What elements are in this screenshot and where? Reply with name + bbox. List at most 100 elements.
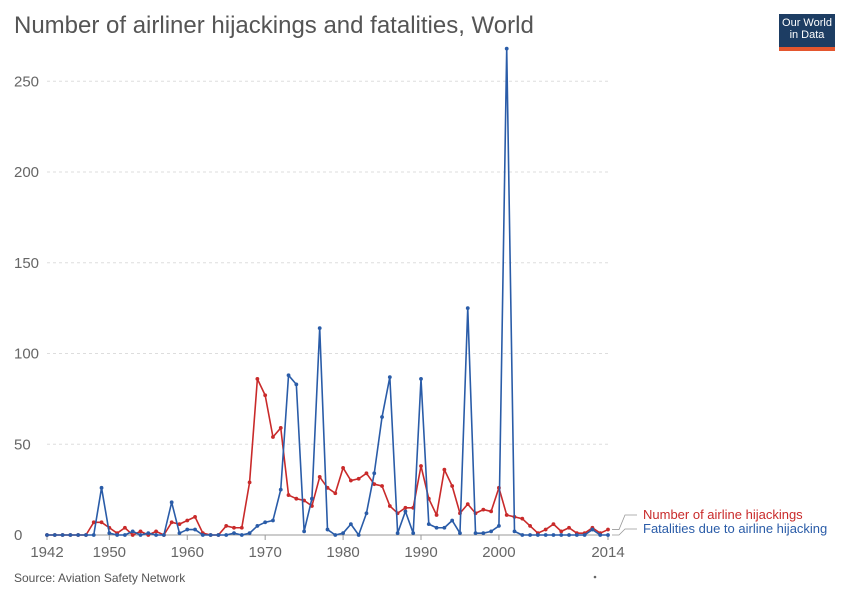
- data-point-fatalities: [239, 533, 244, 537]
- x-tick-label: 2000: [482, 544, 515, 561]
- logo-accent-bar: [779, 47, 835, 51]
- data-point-hijackings: [551, 522, 556, 527]
- data-point-fatalities: [387, 375, 392, 380]
- data-point-hijackings: [528, 524, 532, 528]
- data-point-fatalities: [333, 533, 338, 537]
- data-point-hijackings: [504, 513, 509, 517]
- x-tick-label: 1970: [248, 544, 281, 561]
- data-point-fatalities: [107, 531, 112, 536]
- data-point-fatalities: [185, 527, 190, 532]
- data-point-fatalities: [473, 531, 478, 536]
- data-point-hijackings: [263, 393, 268, 398]
- data-point-hijackings: [341, 465, 345, 470]
- data-point-fatalities: [590, 527, 595, 532]
- data-point-fatalities: [84, 533, 88, 537]
- data-point-hijackings: [224, 524, 229, 528]
- data-point-fatalities: [193, 527, 197, 532]
- data-point-fatalities: [341, 531, 345, 536]
- data-point-fatalities: [574, 533, 579, 537]
- data-point-fatalities: [271, 518, 275, 523]
- data-point-hijackings: [403, 505, 408, 510]
- data-point-hijackings: [247, 480, 252, 485]
- data-point-hijackings: [356, 476, 361, 481]
- legend-connector: [612, 528, 637, 536]
- data-point-fatalities: [434, 525, 439, 530]
- data-point-hijackings: [185, 518, 190, 523]
- data-point-fatalities: [512, 529, 517, 534]
- data-point-fatalities: [372, 471, 377, 476]
- data-point-hijackings: [489, 509, 494, 514]
- x-tick-label: 1960: [171, 544, 204, 561]
- data-point-fatalities: [520, 533, 525, 537]
- data-point-fatalities: [582, 533, 587, 537]
- data-point-hijackings: [232, 525, 236, 530]
- data-point-hijackings: [271, 435, 275, 439]
- series-line-fatalities: [47, 47, 608, 536]
- x-tick-label: 1980: [326, 544, 359, 561]
- data-point-fatalities: [99, 485, 104, 490]
- data-point-hijackings: [434, 513, 439, 517]
- data-point-fatalities: [535, 533, 540, 537]
- data-point-hijackings: [239, 525, 244, 530]
- data-point-fatalities: [247, 531, 252, 536]
- data-point-hijackings: [177, 522, 182, 527]
- chart-title: Number of airliner hijackings and fatali…: [14, 12, 534, 39]
- data-point-hijackings: [317, 475, 322, 479]
- data-point-fatalities: [208, 533, 213, 537]
- data-point-fatalities: [177, 531, 182, 536]
- source-note: Source: Aviation Safety Network: [14, 571, 186, 585]
- data-point-fatalities: [348, 522, 353, 527]
- data-point-fatalities: [76, 533, 81, 537]
- data-point-fatalities: [419, 377, 423, 381]
- data-point-fatalities: [263, 520, 268, 525]
- data-point-hijackings: [567, 525, 571, 530]
- data-point-hijackings: [138, 529, 143, 534]
- data-point-hijackings: [123, 525, 127, 530]
- data-point-hijackings: [333, 491, 338, 496]
- data-point-hijackings: [481, 507, 486, 512]
- data-point-fatalities: [598, 533, 603, 537]
- data-point-fatalities: [317, 326, 322, 331]
- data-point-fatalities: [294, 382, 299, 387]
- data-point-hijackings: [442, 467, 447, 472]
- data-point-hijackings: [154, 529, 158, 534]
- dot-marker: [593, 575, 597, 579]
- x-tick-label: 1950: [93, 544, 126, 561]
- data-point-hijackings: [543, 527, 548, 532]
- data-point-fatalities: [232, 531, 236, 536]
- data-point-hijackings: [419, 464, 423, 468]
- data-point-fatalities: [68, 533, 73, 537]
- y-tick-label: 0: [14, 527, 22, 544]
- data-point-fatalities: [543, 533, 548, 537]
- data-point-fatalities: [489, 529, 494, 534]
- logo-line-1: Our World: [782, 17, 832, 29]
- data-point-fatalities: [551, 533, 556, 537]
- data-point-fatalities: [606, 533, 610, 537]
- data-point-fatalities: [403, 509, 408, 514]
- logo-line-2: in Data: [789, 29, 825, 41]
- data-point-hijackings: [255, 377, 260, 381]
- y-axis-ticks: 0 50 100 150 200 250: [14, 73, 39, 544]
- data-point-hijackings: [380, 484, 384, 488]
- data-point-hijackings: [387, 504, 392, 508]
- data-point-hijackings: [465, 502, 470, 507]
- data-point-fatalities: [115, 533, 120, 537]
- series-group: [45, 46, 610, 537]
- data-point-fatalities: [310, 496, 314, 501]
- y-tick-label: 150: [14, 255, 39, 272]
- data-point-fatalities: [356, 533, 361, 537]
- data-point-fatalities: [200, 533, 205, 537]
- data-point-fatalities: [169, 500, 174, 505]
- data-point-fatalities: [60, 533, 65, 537]
- y-tick-label: 100: [14, 346, 39, 363]
- data-point-fatalities: [45, 533, 49, 537]
- x-tick-label: 2014: [591, 544, 624, 561]
- y-tick-label: 50: [14, 436, 31, 453]
- data-point-hijackings: [130, 533, 135, 537]
- data-point-hijackings: [193, 514, 197, 519]
- data-point-fatalities: [325, 527, 330, 532]
- gridlines: [47, 80, 608, 445]
- owid-logo[interactable]: Our World in Data: [779, 14, 835, 51]
- data-point-hijackings: [606, 527, 610, 532]
